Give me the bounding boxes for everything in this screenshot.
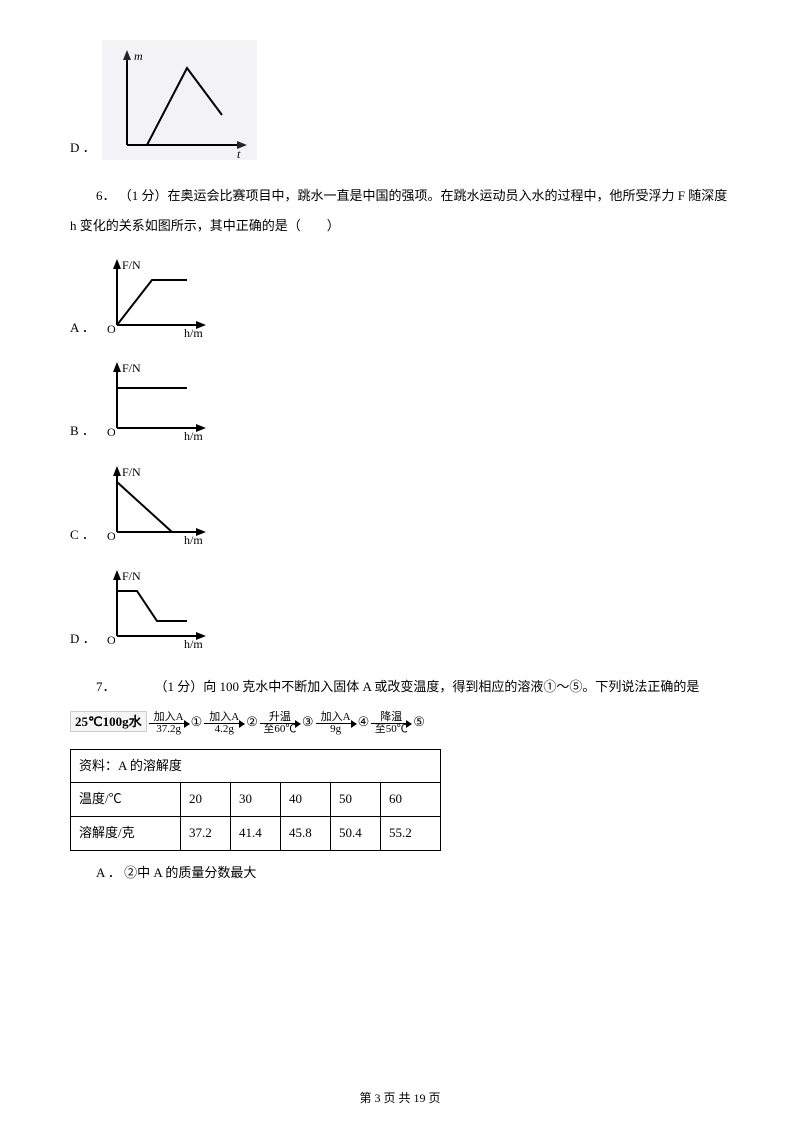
q6c-xlabel: h/m [184,533,203,547]
footer-prefix: 第 [359,1091,374,1105]
q6a-xlabel: h/m [184,326,203,340]
q7-text: 7． （1 分）向 100 克水中不断加入固体 A 或改变温度，得到相应的溶液①… [70,672,730,702]
flow-arrow-0: 加入A37.2g [149,712,189,735]
flow-arrow-3: 加入A9g [316,712,356,735]
q7-table-title: 资料：A 的溶解度 [71,749,441,783]
q6b-xlabel: h/m [184,429,203,443]
q6c-chart: F/N O h/m [102,462,212,554]
q6a-chart: F/N O h/m [102,255,212,347]
flow-node-0: ① [191,714,203,729]
q6d-label: D ． [70,629,96,658]
q6b-ylabel: F/N [122,361,141,375]
q5d-ylabel: m [134,49,143,63]
page-footer: 第 3 页 共 19 页 [0,1089,800,1108]
q7-flow: 25℃100g水加入A37.2g①加入A4.2g②升温至60℃③加入A9g④降温… [70,712,730,735]
footer-suffix: 页 [426,1091,441,1105]
flow-node-2: ③ [302,714,314,729]
table-header-cell: 60 [381,783,441,817]
table-header-cell: 20 [181,783,231,817]
q7-option-a: A ． ②中 A 的质量分数最大 [70,863,730,884]
flow-arrow-1: 加入A4.2g [204,712,244,735]
q5-option-d: D ． m t [70,40,730,167]
q6d-origin: O [107,633,116,647]
q6-option-d: D ． F/N O h/m [70,566,730,658]
table-header-cell: 30 [231,783,281,817]
table-data-cell: 溶解度/克 [71,817,181,851]
q5d-chart: m t [102,40,257,167]
table-header-cell: 40 [281,783,331,817]
q7-flow-start: 25℃100g水 [70,711,147,732]
q6c-curve [117,482,172,532]
flow-node-3: ④ [358,714,370,729]
q6-text: 6． （1 分）在奥运会比赛项目中，跳水一直是中国的强项。在跳水运动员入水的过程… [70,181,730,241]
q6d-chart: F/N O h/m [102,566,212,658]
q6b-chart: F/N O h/m [102,358,212,450]
q6c-origin: O [107,529,116,543]
q6c-label: C ． [70,525,96,554]
q7-table: 资料：A 的溶解度 温度/℃2030405060 溶解度/克37.241.445… [70,749,441,851]
q6a-curve [117,280,187,325]
table-data-cell: 50.4 [331,817,381,851]
q6-option-c: C ． F/N O h/m [70,462,730,554]
table-header-cell: 50 [331,783,381,817]
table-data-cell: 45.8 [281,817,331,851]
flow-arrow-2: 升温至60℃ [260,712,300,735]
q6b-origin: O [107,425,116,439]
q6d-ylabel: F/N [122,569,141,583]
footer-total: 19 [414,1091,426,1105]
flow-node-4: ⑤ [413,714,425,729]
flow-arrow-4: 降温至50℃ [371,712,411,735]
q6d-curve [117,591,187,621]
q6-option-b: B ． F/N O h/m [70,358,730,450]
q6d-xlabel: h/m [184,637,203,651]
table-data-cell: 37.2 [181,817,231,851]
q6a-ylabel: F/N [122,258,141,272]
footer-mid: 页 共 [380,1091,413,1105]
q6-option-a: A ． F/N O h/m [70,255,730,347]
q6c-ylabel: F/N [122,465,141,479]
table-data-cell: 41.4 [231,817,281,851]
q6b-label: B ． [70,421,96,450]
flow-node-1: ② [246,714,258,729]
q6a-label: A ． [70,318,96,347]
table-data-cell: 55.2 [381,817,441,851]
q6a-origin: O [107,322,116,336]
q5d-label: D ． [70,138,96,167]
table-header-cell: 温度/℃ [71,783,181,817]
